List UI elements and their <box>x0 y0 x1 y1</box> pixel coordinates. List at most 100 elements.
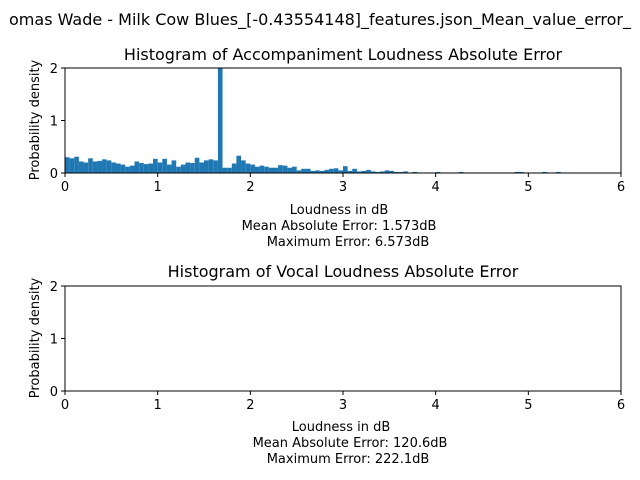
histogram-bar <box>129 165 135 173</box>
x-tick-label: 2 <box>246 180 254 195</box>
y-tick-label: 1 <box>50 333 58 348</box>
histogram-bar <box>458 171 464 173</box>
histogram-bar <box>185 162 191 173</box>
axes-frame <box>64 285 622 392</box>
histogram-bar <box>245 163 251 173</box>
y-axis-label: Probability density <box>28 277 43 398</box>
histogram-bar <box>292 166 297 173</box>
histogram-bar <box>556 171 561 173</box>
chart-title: Histogram of Accompaniment Loudness Abso… <box>124 45 563 64</box>
histogram-bar <box>282 165 288 173</box>
histogram-bar <box>227 167 232 173</box>
histogram-bar <box>65 157 70 173</box>
histogram-bar <box>171 160 177 173</box>
histogram-bar <box>92 161 98 173</box>
x-axis-label: Loudness in dB <box>292 420 391 435</box>
histogram-bar <box>366 169 371 173</box>
histogram-bar <box>102 159 107 173</box>
histogram-bar <box>199 162 204 173</box>
histogram-bar <box>305 168 311 173</box>
histogram-bar <box>389 170 394 173</box>
histogram-bar <box>296 170 302 173</box>
bars-group <box>65 68 575 173</box>
x-tick-label: 5 <box>524 398 532 413</box>
histogram-bar <box>162 158 167 173</box>
stats-mean: Mean Absolute Error: 1.573dB <box>242 219 437 234</box>
histogram-bar <box>384 170 390 173</box>
histogram-bar <box>259 165 265 173</box>
x-tick-label: 6 <box>617 398 625 413</box>
histogram-bar <box>97 160 103 173</box>
histogram-bar <box>278 165 283 173</box>
histogram-bar <box>412 171 418 173</box>
histogram-bar <box>69 158 75 173</box>
x-tick-label: 0 <box>61 398 69 413</box>
y-ticks: 0 1 2 <box>50 280 65 400</box>
histogram-bar <box>208 159 214 173</box>
x-tick-label: 1 <box>154 398 162 413</box>
histogram-bar <box>254 166 260 173</box>
histogram-bar <box>393 171 399 173</box>
histogram-bar <box>88 158 93 173</box>
histogram-bar <box>134 161 140 173</box>
histogram-bar <box>194 157 200 173</box>
histogram-bar <box>125 166 130 173</box>
y-ticks: 0 1 2 <box>50 62 65 182</box>
histogram-bar <box>264 166 269 173</box>
histogram-bar <box>310 170 316 173</box>
histogram-bar <box>74 156 79 173</box>
x-tick-label: 1 <box>154 180 162 195</box>
histogram-bar <box>236 155 242 173</box>
histogram-bar <box>268 167 274 173</box>
histogram-bar <box>217 68 223 173</box>
vocal-histogram: Histogram of Vocal Loudness Absolute Err… <box>28 262 625 467</box>
histogram-bar <box>139 163 144 173</box>
histogram-bar <box>329 168 334 173</box>
x-tick-label: 0 <box>61 180 69 195</box>
histogram-bar <box>157 162 163 173</box>
accompaniment-histogram: Histogram of Accompaniment Loudness Abso… <box>28 45 625 250</box>
x-tick-label: 4 <box>432 398 440 413</box>
x-tick-label: 3 <box>339 180 347 195</box>
histogram-bar <box>222 167 228 173</box>
histogram-bar <box>380 171 385 173</box>
histogram-bar <box>333 168 339 173</box>
histogram-bar <box>213 160 218 173</box>
x-ticks: 0 1 2 3 4 5 6 <box>61 391 625 413</box>
histogram-bar <box>315 170 320 173</box>
figure-suptitle: omas Wade - Milk Cow Blues_[-0.43554148]… <box>9 10 632 30</box>
histogram-bar <box>106 160 112 173</box>
x-tick-label: 6 <box>617 180 625 195</box>
histogram-bar <box>176 166 181 173</box>
x-tick-label: 5 <box>524 180 532 195</box>
y-axis-label: Probability density <box>28 59 43 180</box>
stats-mean: Mean Absolute Error: 120.6dB <box>253 436 448 451</box>
stats-max: Maximum Error: 222.1dB <box>267 452 430 467</box>
histogram-bar <box>120 164 126 173</box>
y-tick-label: 2 <box>50 62 58 77</box>
histogram-bar <box>542 171 547 173</box>
histogram-bar <box>519 171 524 173</box>
histogram-bar <box>435 171 441 173</box>
histogram-bar <box>356 171 362 173</box>
y-tick-label: 0 <box>50 385 58 400</box>
histogram-bar <box>352 168 357 173</box>
histogram-bar <box>231 163 237 173</box>
histogram-bar <box>83 162 89 173</box>
histogram-bar <box>347 170 353 173</box>
histogram-bar <box>514 171 520 173</box>
histogram-bar <box>398 171 404 173</box>
histogram-bar <box>241 160 246 173</box>
chart-title: Histogram of Vocal Loudness Absolute Err… <box>168 262 519 281</box>
x-axis-label: Loudness in dB <box>290 203 389 218</box>
x-tick-label: 4 <box>432 180 440 195</box>
histogram-bar <box>287 167 293 173</box>
y-tick-label: 1 <box>50 115 58 130</box>
histogram-bar <box>338 170 343 173</box>
histogram-bar <box>153 158 158 173</box>
histogram-bar <box>115 163 121 173</box>
histogram-bar <box>78 161 84 173</box>
y-tick-label: 2 <box>50 280 58 295</box>
x-tick-label: 3 <box>339 398 347 413</box>
